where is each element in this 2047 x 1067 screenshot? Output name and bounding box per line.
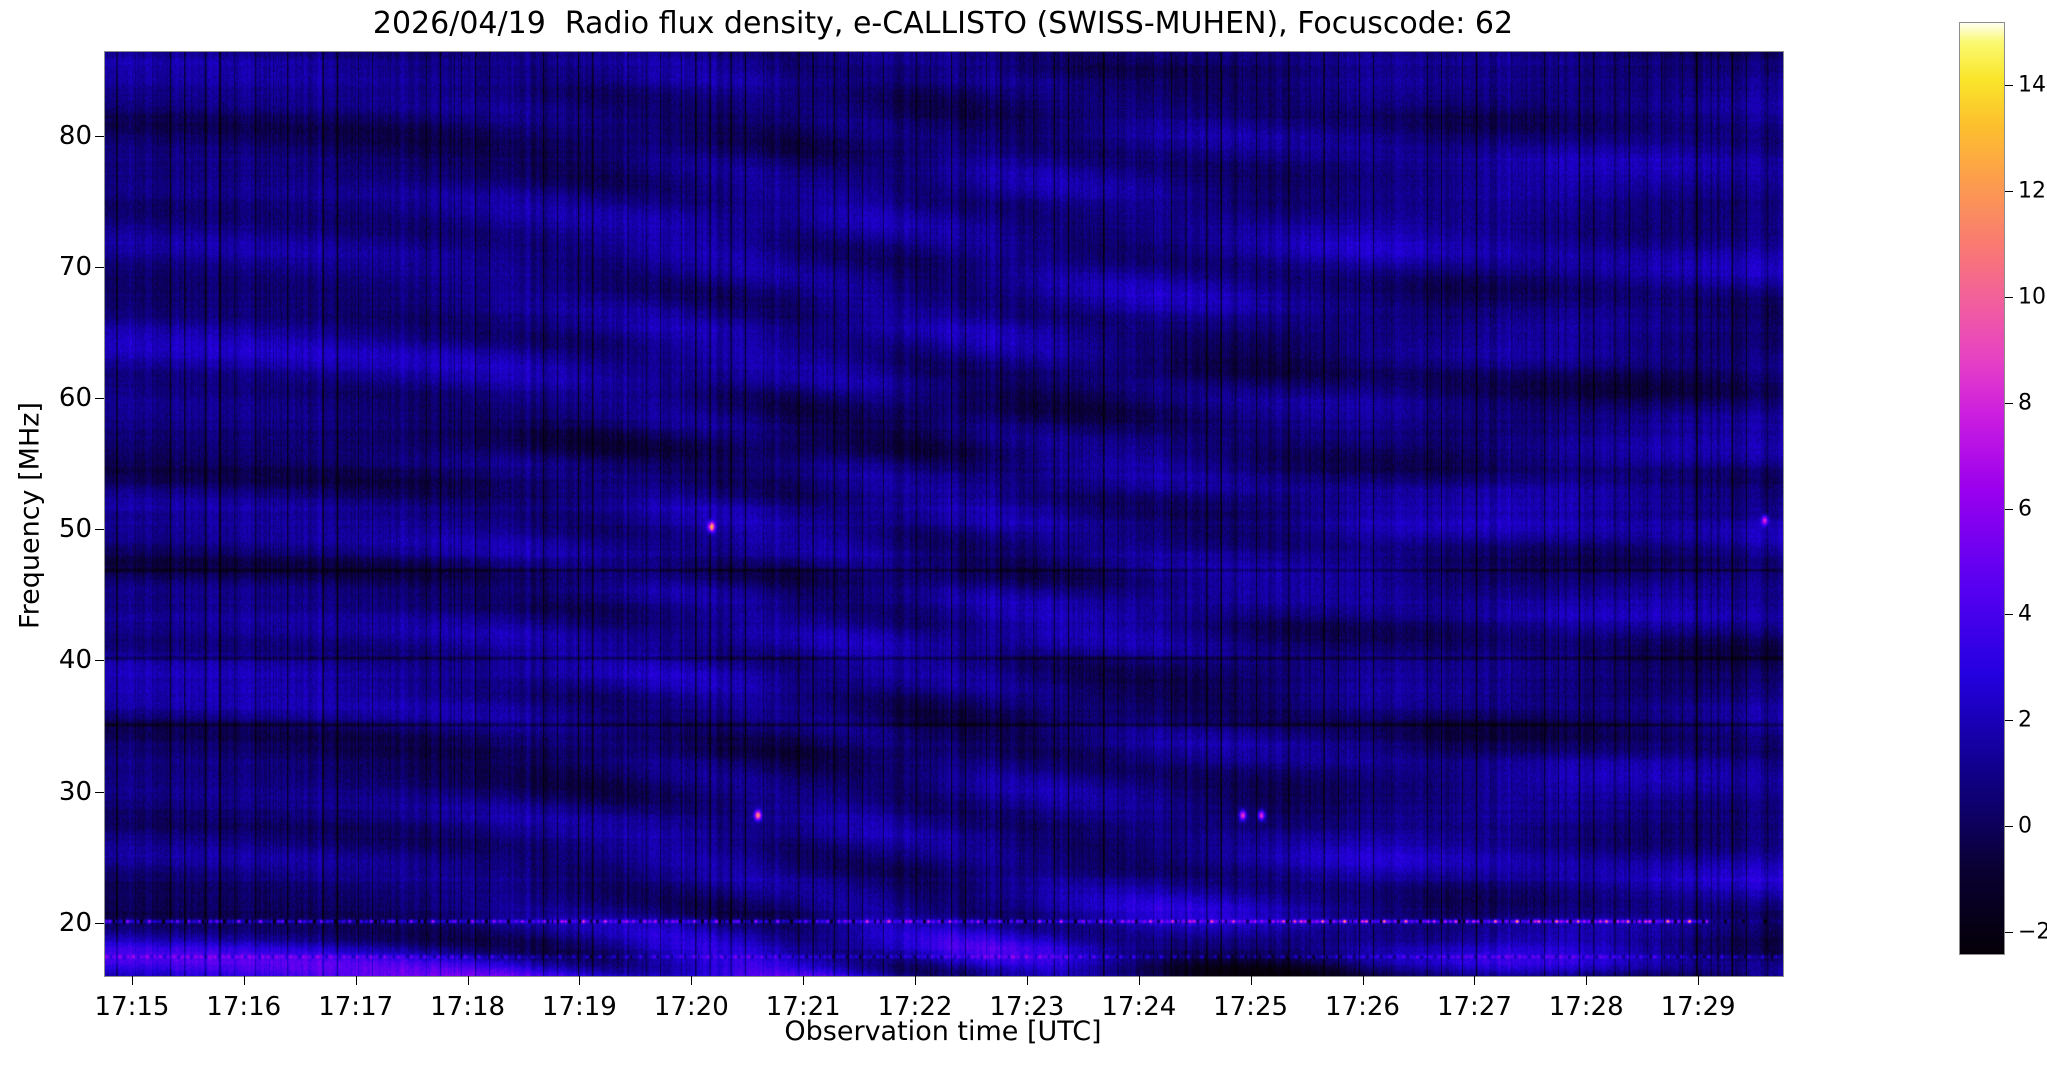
x-tick-label: 17:25 xyxy=(1213,992,1289,1022)
x-tick-mark xyxy=(803,976,805,985)
y-axis: Frequency [MHz] 80 70 60 50 40 30 20 xyxy=(0,51,104,975)
colorbar-gradient xyxy=(1960,23,2004,954)
y-tick-label: 20 xyxy=(58,907,92,938)
colorbar-tick-mark xyxy=(2005,402,2013,404)
x-tick-label: 17:15 xyxy=(94,992,170,1022)
colorbar-tick-label: −2 xyxy=(2018,919,2047,945)
x-tick-label: 17:21 xyxy=(765,992,841,1022)
x-tick-label: 17:27 xyxy=(1436,992,1512,1022)
y-tick-mark xyxy=(95,136,104,138)
colorbar-tick-mark xyxy=(2005,720,2013,722)
y-tick-mark xyxy=(95,660,104,662)
colorbar-tick-mark xyxy=(2005,508,2013,510)
y-tick-label: 40 xyxy=(58,645,92,676)
colorbar-tick-label: 8 xyxy=(2018,390,2032,416)
x-tick-label: 17:19 xyxy=(541,992,617,1022)
colorbar-tick-mark xyxy=(2005,297,2013,299)
x-tick-mark xyxy=(1586,976,1588,985)
x-tick-mark xyxy=(1138,976,1140,985)
y-tick-mark xyxy=(95,267,104,269)
colorbar-tick-mark xyxy=(2005,191,2013,193)
x-tick-mark xyxy=(355,976,357,985)
y-tick-label: 60 xyxy=(58,383,92,414)
colorbar-tick-mark xyxy=(2005,614,2013,616)
colorbar xyxy=(1959,22,2005,955)
x-tick-label: 17:18 xyxy=(430,992,506,1022)
x-tick-label: 17:22 xyxy=(877,992,953,1022)
x-tick-label: 17:24 xyxy=(1101,992,1177,1022)
y-tick-label: 30 xyxy=(58,776,92,807)
x-tick-mark xyxy=(1026,976,1028,985)
x-tick-label: 17:26 xyxy=(1325,992,1400,1022)
x-tick-mark xyxy=(1362,976,1364,985)
colorbar-tick-mark xyxy=(2005,931,2013,933)
x-tick-label: 17:23 xyxy=(989,992,1065,1022)
colorbar-tick-label: 0 xyxy=(2018,813,2032,839)
y-tick-label: 50 xyxy=(58,514,92,545)
x-axis-label: Observation time [UTC] xyxy=(784,1016,1102,1047)
colorbar-tick-label: 14 xyxy=(2018,72,2046,98)
y-tick-mark xyxy=(95,922,104,924)
y-tick-label: 70 xyxy=(58,252,92,283)
x-tick-mark xyxy=(1698,976,1700,985)
colorbar-tick-label: 4 xyxy=(2018,601,2032,627)
x-tick-mark xyxy=(1474,976,1476,985)
y-axis-label: Frequency [MHz] xyxy=(14,402,46,629)
y-tick-mark xyxy=(95,791,104,793)
x-tick-label: 17:16 xyxy=(206,992,282,1022)
colorbar-tick-label: 6 xyxy=(2018,496,2032,522)
colorbar-tick-mark xyxy=(2005,826,2013,828)
x-tick-mark xyxy=(132,976,134,985)
x-tick-label: 17:17 xyxy=(318,992,394,1022)
x-axis: 17:15 17:16 17:17 17:18 17:19 17:20 17:21 17:22… xyxy=(95,976,1784,1036)
y-tick-label: 80 xyxy=(58,121,92,152)
x-tick-mark xyxy=(691,976,693,985)
x-tick-mark xyxy=(243,976,245,985)
spectrogram-plot-area xyxy=(104,51,1784,977)
spectrogram-image xyxy=(105,52,1783,976)
y-tick-mark xyxy=(95,529,104,531)
x-tick-label: 17:29 xyxy=(1660,992,1736,1022)
colorbar-tick-label: 10 xyxy=(2018,284,2046,310)
colorbar-tick-label: 12 xyxy=(2018,178,2046,204)
colorbar-tick-mark xyxy=(2005,85,2013,87)
x-tick-mark xyxy=(914,976,916,985)
figure-title: 2026/04/19 Radio flux density, e-CALLIST… xyxy=(372,6,1514,41)
colorbar-tick-label: 2 xyxy=(2018,707,2032,733)
x-tick-mark xyxy=(1250,976,1252,985)
x-tick-mark xyxy=(579,976,581,985)
x-tick-label: 17:28 xyxy=(1548,992,1624,1022)
x-tick-mark xyxy=(467,976,469,985)
y-tick-mark xyxy=(95,398,104,400)
x-tick-label: 17:20 xyxy=(653,992,729,1022)
